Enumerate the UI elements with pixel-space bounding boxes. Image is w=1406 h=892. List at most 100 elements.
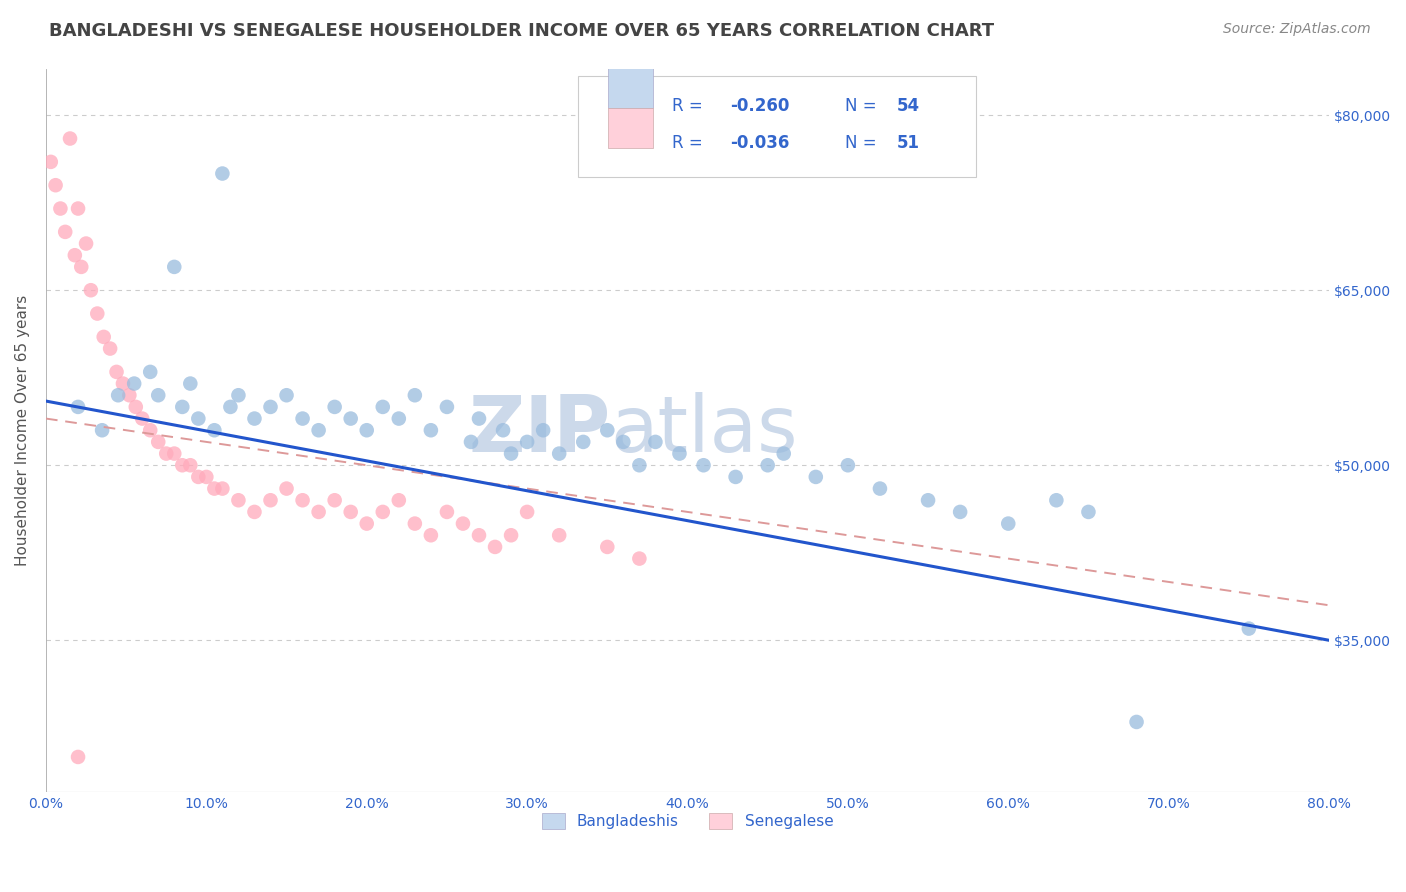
Point (202, 423, 225, 437)
Point (118, 388, 141, 402)
Text: 51: 51 (897, 134, 920, 152)
Point (122, 376, 145, 391)
Point (323, 493, 346, 508)
Point (259, 493, 281, 508)
Point (45, 178, 67, 193)
Point (572, 434, 595, 449)
Text: ZIP: ZIP (468, 392, 610, 468)
Point (596, 540, 619, 554)
Point (404, 388, 426, 402)
Point (468, 411, 491, 425)
Point (187, 470, 209, 484)
Point (75, 236, 97, 251)
Point (548, 528, 571, 542)
Text: N =: N = (845, 134, 882, 152)
Point (644, 434, 666, 449)
Point (243, 411, 266, 425)
Point (172, 400, 194, 414)
Point (139, 423, 162, 437)
Point (228, 493, 250, 508)
Point (772, 446, 794, 460)
Point (86, 307, 108, 321)
Point (1125, 714, 1147, 729)
Point (492, 423, 515, 437)
Point (531, 423, 554, 437)
Point (339, 411, 361, 425)
Point (692, 458, 714, 473)
Point (163, 260, 186, 274)
Text: -0.036: -0.036 (730, 134, 789, 152)
FancyBboxPatch shape (607, 69, 652, 108)
FancyBboxPatch shape (578, 76, 976, 177)
Legend: Bangladeshis, Senegalese: Bangladeshis, Senegalese (536, 806, 839, 835)
Point (356, 516, 378, 531)
Point (388, 411, 411, 425)
Point (997, 516, 1019, 531)
Point (148, 434, 170, 449)
Text: Source: ZipAtlas.com: Source: ZipAtlas.com (1223, 22, 1371, 37)
Point (228, 388, 250, 402)
Point (371, 400, 394, 414)
Point (516, 505, 538, 519)
Point (628, 551, 651, 566)
Point (111, 376, 134, 391)
Point (98, 342, 121, 356)
Point (356, 423, 378, 437)
Point (91, 423, 114, 437)
Point (172, 458, 194, 473)
Text: R =: R = (672, 134, 709, 152)
Point (339, 505, 361, 519)
Point (323, 400, 346, 414)
Point (628, 458, 651, 473)
Point (388, 493, 411, 508)
Point (59, 131, 82, 145)
Point (276, 482, 298, 496)
Point (211, 482, 233, 496)
Point (499, 446, 522, 460)
Point (179, 458, 201, 473)
Point (308, 505, 330, 519)
Point (419, 423, 441, 437)
Y-axis label: Householder Income Over 65 years: Householder Income Over 65 years (15, 294, 30, 566)
Point (596, 423, 619, 437)
Point (179, 376, 201, 391)
Point (211, 167, 233, 181)
Point (484, 540, 506, 554)
Point (949, 505, 972, 519)
Point (436, 505, 458, 519)
Point (53, 225, 76, 239)
Point (93, 330, 115, 344)
Point (67, 400, 90, 414)
Point (105, 365, 128, 379)
Point (468, 528, 491, 542)
Text: atlas: atlas (610, 392, 799, 468)
FancyBboxPatch shape (607, 108, 652, 148)
Point (291, 493, 314, 508)
Point (837, 458, 859, 473)
Point (243, 505, 266, 519)
Point (1077, 505, 1099, 519)
Point (63, 248, 86, 262)
Point (80, 283, 103, 297)
Point (131, 411, 153, 425)
Point (804, 470, 827, 484)
Point (371, 505, 394, 519)
Point (67, 750, 90, 764)
Point (259, 400, 281, 414)
Point (308, 423, 330, 437)
Point (460, 434, 482, 449)
Text: -0.260: -0.260 (730, 97, 789, 115)
Text: 54: 54 (897, 97, 920, 115)
Point (202, 482, 225, 496)
Point (668, 446, 690, 460)
Point (219, 400, 242, 414)
Point (125, 400, 148, 414)
Point (155, 446, 177, 460)
Point (404, 516, 426, 531)
Point (187, 411, 209, 425)
Point (436, 400, 458, 414)
Point (548, 446, 571, 460)
Point (499, 528, 522, 542)
Point (869, 482, 891, 496)
Point (70, 260, 93, 274)
